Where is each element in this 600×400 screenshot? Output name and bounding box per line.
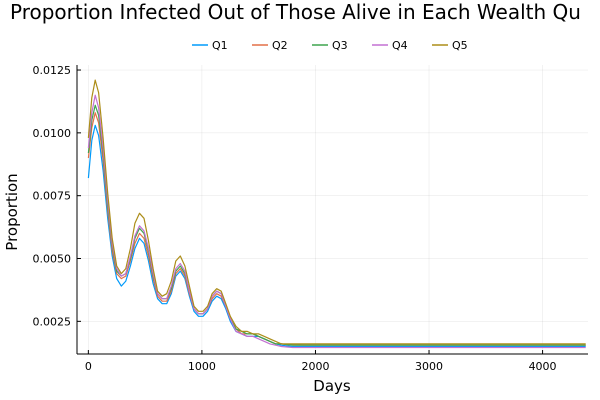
y-axis-label: Proportion	[3, 173, 21, 250]
x-tick-label: 3000	[415, 360, 443, 373]
legend-item-q1: Q1	[192, 39, 228, 52]
legend-label: Q2	[272, 39, 288, 52]
x-tick-label: 2000	[301, 360, 329, 373]
legend-label: Q5	[452, 39, 468, 52]
legend-item-q2: Q2	[252, 39, 288, 52]
series-line-q2	[87, 112, 586, 346]
legend-item-q5: Q5	[432, 39, 468, 52]
chart-title: Proportion Infected Out of Those Alive i…	[10, 0, 581, 24]
x-tick-label: 4000	[529, 360, 557, 373]
x-axis-label: Days	[313, 377, 351, 395]
x-tick-label: 0	[85, 360, 92, 373]
series-group	[87, 79, 586, 349]
legend-label: Q4	[392, 39, 408, 52]
series-line-q4	[87, 94, 586, 349]
series-line-q3	[87, 104, 586, 346]
y-tick-label: 0.0050	[33, 253, 72, 266]
legend-label: Q3	[332, 39, 348, 52]
tick-labels: 0 1000 2000 3000 4000 0.0025 0.0050 0.0075 0.010…	[33, 64, 557, 373]
grid	[77, 65, 588, 354]
series-line-q1	[87, 124, 586, 348]
legend-item-q3: Q3	[312, 39, 348, 52]
legend: Q1 Q2 Q3 Q4 Q5	[192, 39, 468, 52]
y-tick-label: 0.0025	[33, 315, 72, 328]
legend-label: Q1	[212, 39, 228, 52]
x-tick-label: 1000	[188, 360, 216, 373]
y-tick-label: 0.0125	[33, 64, 72, 77]
y-tick-label: 0.0100	[33, 127, 72, 140]
y-tick-label: 0.0075	[33, 190, 72, 203]
axes	[76, 65, 588, 355]
series-line-q5	[87, 79, 586, 345]
legend-item-q4: Q4	[372, 39, 408, 52]
